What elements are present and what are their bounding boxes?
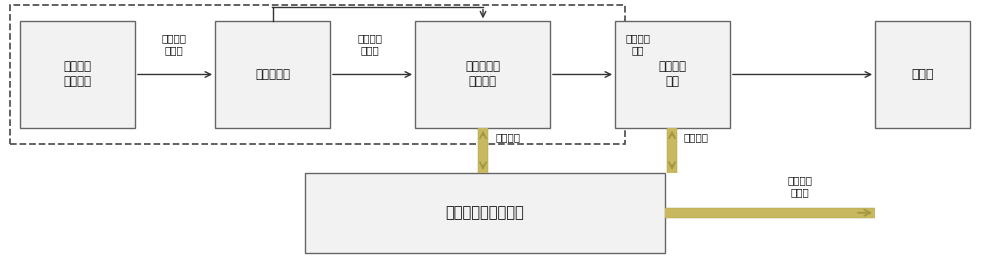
Text: 位置传感器: 位置传感器 <box>255 68 290 81</box>
Text: 控制器数据处理单元: 控制器数据处理单元 <box>446 205 524 220</box>
Bar <box>875 21 970 128</box>
Bar <box>615 21 730 128</box>
Text: 传感器信号
调理电路: 传感器信号 调理电路 <box>465 60 500 89</box>
Text: 上位机串
口通信: 上位机串 口通信 <box>788 175 812 197</box>
Text: 上位机: 上位机 <box>911 68 934 81</box>
Bar <box>10 5 625 144</box>
Text: 激励信号
产生电路: 激励信号 产生电路 <box>64 60 92 89</box>
Text: 采集控制: 采集控制 <box>684 132 709 142</box>
Text: 直流电压
信号: 直流电压 信号 <box>626 33 650 55</box>
Bar <box>305 173 665 253</box>
Text: 模数转换
电路: 模数转换 电路 <box>658 60 686 89</box>
Text: 量程控制: 量程控制 <box>495 132 520 142</box>
Text: 激励正弦
波信号: 激励正弦 波信号 <box>162 33 186 55</box>
Bar <box>20 21 135 128</box>
Bar <box>415 21 550 128</box>
Bar <box>215 21 330 128</box>
Text: 输出正弦
波信号: 输出正弦 波信号 <box>358 33 382 55</box>
